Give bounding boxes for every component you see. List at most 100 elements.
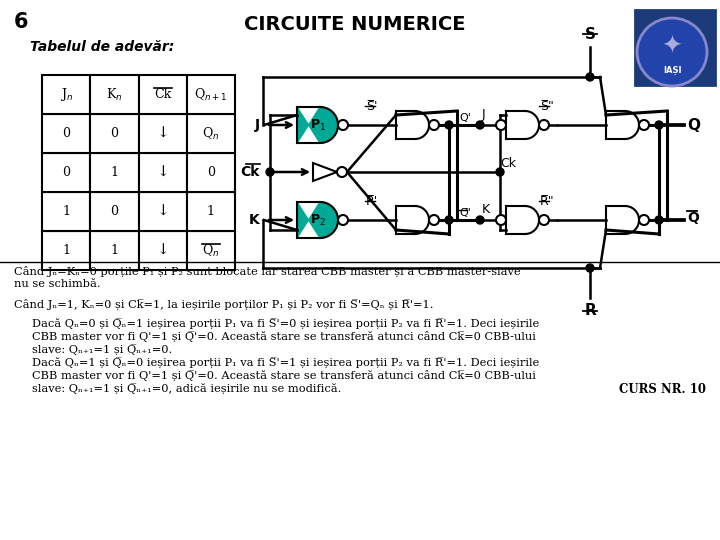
Text: IAȘI: IAȘI	[662, 65, 681, 75]
Text: Ck: Ck	[240, 165, 260, 179]
Text: 1: 1	[207, 205, 215, 218]
Polygon shape	[396, 206, 429, 234]
Text: Dacă Qₙ=0 și Q̅ₙ=1 ieșirea porții P₁ va fi S̅'=0 și ieșirea porții P₂ va fi R̅'=: Dacă Qₙ=0 și Q̅ₙ=1 ieșirea porții P₁ va …	[32, 318, 539, 329]
Text: slave: Qₙ₊₁=1 și Q̅ₙ₊₁=0, adică ieșirile nu se modifică.: slave: Qₙ₊₁=1 și Q̅ₙ₊₁=0, adică ieșirile…	[32, 383, 341, 394]
Bar	[42, 114, 90, 153]
Text: Când Jₙ=1, Kₙ=0 și Ck̅=1, la ieșirile porților P₁ și P₂ vor fi S̅'=Qₙ și R̅'=1.: Când Jₙ=1, Kₙ=0 și Ck̅=1, la ieșirile po…	[14, 299, 433, 309]
Text: Când Jₙ=Kₙ=0 porțile P₁ și P₂ sunt blocate iar starea CBB master și a CBB master: Când Jₙ=Kₙ=0 porțile P₁ și P₂ sunt bloca…	[14, 266, 521, 277]
Text: S: S	[585, 27, 595, 42]
Circle shape	[338, 215, 348, 225]
Circle shape	[338, 120, 348, 130]
Bar	[186, 75, 235, 114]
Circle shape	[496, 168, 504, 176]
Bar	[90, 192, 138, 231]
Polygon shape	[297, 107, 338, 143]
Text: J$_n$: J$_n$	[60, 86, 73, 103]
Bar	[42, 153, 90, 192]
Circle shape	[476, 121, 484, 129]
Bar	[90, 231, 138, 270]
Circle shape	[639, 120, 649, 130]
Text: P$_1$: P$_1$	[310, 117, 326, 132]
Circle shape	[539, 215, 549, 225]
Text: Q: Q	[687, 211, 699, 225]
Polygon shape	[506, 206, 539, 234]
Text: 1: 1	[110, 244, 118, 257]
Text: Ck: Ck	[154, 88, 171, 101]
Text: ✦: ✦	[662, 35, 683, 59]
Text: ↓: ↓	[156, 165, 169, 179]
Bar	[138, 192, 186, 231]
Text: CBB master vor fi Q'=1 și Q̅'=0. Această stare se transferă atunci când Ck̅=0 CB: CBB master vor fi Q'=1 și Q̅'=0. Această…	[32, 370, 536, 381]
Text: Q$_{n+1}$: Q$_{n+1}$	[194, 86, 228, 103]
Circle shape	[429, 120, 439, 130]
Text: Dacă Qₙ=1 și Q̅ₙ=0 ieșirea porții P₁ va fi S̅'=1 și ieșirea porții P₂ va fi R̅'=: Dacă Qₙ=1 și Q̅ₙ=0 ieșirea porții P₁ va …	[32, 357, 539, 368]
Text: nu se schimbă.: nu se schimbă.	[14, 279, 101, 289]
Circle shape	[586, 73, 594, 81]
Text: Q$_n$: Q$_n$	[202, 242, 220, 259]
Bar	[186, 114, 235, 153]
Circle shape	[445, 121, 453, 129]
Text: S̅": S̅"	[540, 100, 554, 113]
Circle shape	[496, 120, 506, 130]
Text: ↓: ↓	[156, 205, 169, 219]
Bar	[186, 231, 235, 270]
Text: CURS NR. 10: CURS NR. 10	[619, 383, 706, 396]
Text: K: K	[249, 213, 260, 227]
Text: Tabelul de adevăr:: Tabelul de adevăr:	[30, 40, 174, 54]
Text: 0: 0	[110, 205, 118, 218]
Polygon shape	[297, 202, 338, 238]
Text: 1: 1	[62, 244, 70, 257]
Bar	[42, 231, 90, 270]
Circle shape	[586, 264, 594, 272]
Bar	[42, 75, 90, 114]
Text: R̅": R̅"	[540, 195, 554, 208]
Text: S̅': S̅'	[366, 100, 378, 113]
Bar	[186, 192, 235, 231]
Circle shape	[539, 120, 549, 130]
Polygon shape	[506, 111, 539, 139]
Text: Q$_n$: Q$_n$	[202, 125, 220, 141]
Text: 0: 0	[207, 166, 215, 179]
Text: R̅': R̅'	[366, 195, 378, 208]
Text: 1: 1	[62, 205, 70, 218]
Text: 0: 0	[62, 166, 70, 179]
Polygon shape	[313, 163, 337, 181]
Circle shape	[266, 168, 274, 176]
Circle shape	[445, 216, 453, 224]
Bar	[635, 10, 715, 85]
Circle shape	[655, 121, 663, 129]
Text: ↓: ↓	[156, 126, 169, 140]
Text: Q̅': Q̅'	[459, 208, 471, 218]
Text: K$_n$: K$_n$	[106, 86, 122, 103]
Circle shape	[655, 216, 663, 224]
Circle shape	[337, 167, 347, 177]
Circle shape	[496, 215, 506, 225]
Bar	[138, 231, 186, 270]
Circle shape	[429, 215, 439, 225]
Text: J: J	[255, 118, 260, 132]
Text: 6: 6	[14, 12, 29, 32]
Circle shape	[476, 216, 484, 224]
Bar	[186, 153, 235, 192]
Circle shape	[639, 215, 649, 225]
Bar	[138, 153, 186, 192]
Text: J: J	[482, 108, 485, 121]
Ellipse shape	[637, 18, 707, 86]
Text: CBB master vor fi Q'=1 și Q̅'=0. Această stare se transferă atunci când Ck̅=0 CB: CBB master vor fi Q'=1 și Q̅'=0. Această…	[32, 331, 536, 342]
Text: Q': Q'	[459, 113, 471, 123]
Polygon shape	[606, 206, 639, 234]
Text: slave: Qₙ₊₁=1 și Q̅ₙ₊₁=0.: slave: Qₙ₊₁=1 și Q̅ₙ₊₁=0.	[32, 344, 172, 355]
Text: CIRCUITE NUMERICE: CIRCUITE NUMERICE	[244, 15, 466, 34]
Text: 0: 0	[62, 127, 70, 140]
Bar	[90, 114, 138, 153]
Text: Q: Q	[687, 118, 700, 132]
Text: ↓: ↓	[156, 244, 169, 258]
Bar	[138, 114, 186, 153]
Bar	[90, 153, 138, 192]
Bar	[42, 192, 90, 231]
Polygon shape	[396, 111, 429, 139]
Text: Ck: Ck	[500, 157, 516, 170]
Text: R: R	[584, 303, 596, 318]
Bar	[90, 75, 138, 114]
Polygon shape	[606, 111, 639, 139]
